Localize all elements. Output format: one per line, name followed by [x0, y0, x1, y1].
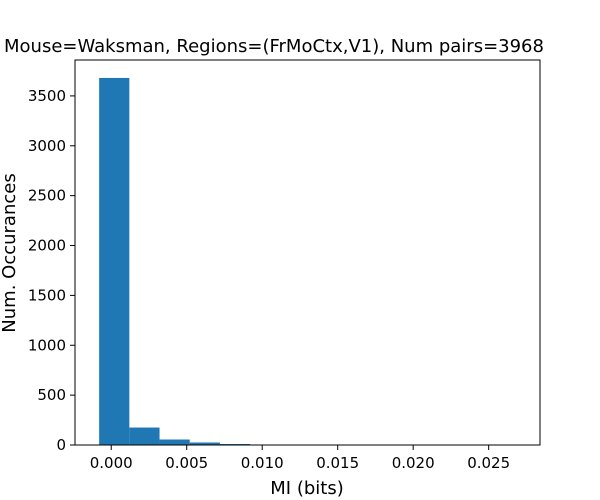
y-ticks: 0 500 1000 1500 2000 2500 3000 3500 — [28, 87, 75, 454]
y-tick-label: 3000 — [28, 137, 66, 155]
y-axis-label: Num. Occurances — [0, 173, 20, 332]
histogram-bar — [129, 427, 160, 445]
histogram-bar — [159, 439, 190, 445]
y-tick-label: 1500 — [28, 286, 66, 304]
x-tick-label: 0.005 — [165, 454, 208, 472]
histogram-bar — [99, 77, 130, 445]
y-tick-label: 0 — [56, 436, 66, 454]
y-tick-label: 2000 — [28, 237, 66, 255]
chart-title: Mouse=Waksman, Regions=(FrMoCtx,V1), Num… — [4, 36, 544, 57]
x-ticks: 0.000 0.005 0.010 0.015 0.020 0.025 — [90, 445, 510, 472]
x-tick-label: 0.020 — [392, 454, 435, 472]
x-axis-label: MI (bits) — [270, 478, 343, 499]
x-tick-label: 0.010 — [241, 454, 284, 472]
x-tick-label: 0.015 — [316, 454, 359, 472]
x-tick-label: 0.000 — [90, 454, 133, 472]
x-tick-label: 0.025 — [467, 454, 510, 472]
plot-frame — [74, 59, 541, 446]
bars-group — [99, 77, 522, 445]
histogram-bar — [189, 442, 220, 445]
y-tick-label: 1000 — [28, 336, 66, 354]
y-tick-label: 500 — [37, 386, 66, 404]
y-tick-label: 3500 — [28, 87, 66, 105]
y-tick-label: 2500 — [28, 187, 66, 205]
